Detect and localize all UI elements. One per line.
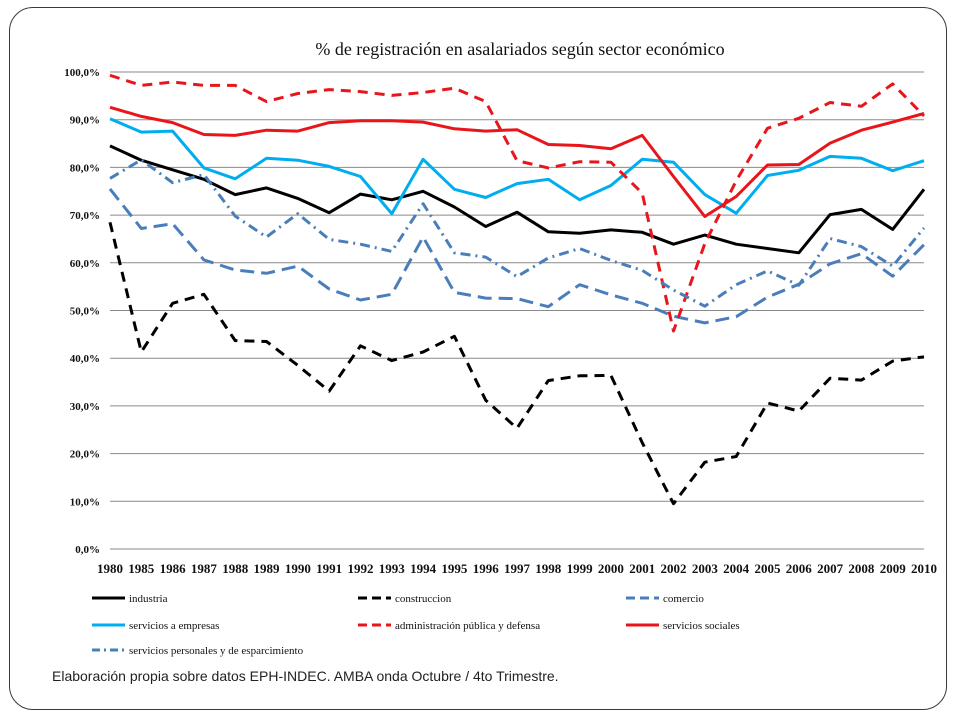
x-tick-label: 1995 [441,561,468,576]
series-lines [108,73,926,506]
y-tick-label: 0,0% [75,544,100,556]
legend-label: industria [129,593,168,605]
chart-title: % de registración en asalariados según s… [315,39,724,59]
y-tick-label: 60,0% [70,258,100,270]
series-line-servicios-personales-y-de-esparcimiento [109,158,926,308]
legend-label: servicios sociales [663,620,740,632]
series-line-construccion [108,221,925,506]
x-tick-label: 1994 [410,561,437,576]
y-tick-label: 50,0% [70,306,100,318]
legend-label: servicios personales y de esparcimiento [129,645,304,657]
series-line-administración-pública-y-defensa [109,73,926,333]
y-tick-label: 10,0% [70,496,100,508]
x-tick-label: 1988 [222,561,249,576]
y-tick-label: 70,0% [70,210,100,222]
slide-frame [9,7,947,710]
x-tick-label: 2000 [598,561,624,576]
y-tick-label: 20,0% [70,449,100,461]
x-tick-label: 1993 [379,561,406,576]
x-tick-label: 1991 [316,561,342,576]
source-note: Elaboración propia sobre datos EPH-INDEC… [52,668,559,684]
series-line-comercio [108,187,926,325]
x-tick-label: 2005 [754,561,781,576]
x-tick-label: 2002 [661,561,687,576]
gridlines [110,71,924,550]
x-axis-ticks: 1980 1985 1986 1987 1988 1989 1990 1991 1992 1993… [97,561,937,576]
x-tick-label: 1987 [191,561,218,576]
y-tick-label: 100,0% [64,67,100,79]
x-tick-label: 1992 [347,561,373,576]
legend-label: construccion [395,593,452,605]
x-tick-label: 2006 [786,561,813,576]
series-line-servicios-a-empresas [109,117,925,216]
x-tick-label: 1998 [535,561,562,576]
legend: industria construccion comercio servicios a… [92,593,740,657]
x-tick-label: 1985 [128,561,155,576]
x-tick-label: 2001 [629,561,655,576]
x-tick-label: 1990 [285,561,311,576]
x-tick-label: 1986 [160,561,187,576]
y-axis-ticks: 0,0% 10,0% 20,0% 30,0% 40,0% 50,0% 60,0% 70,0% 8… [64,67,100,556]
x-tick-label: 2010 [911,561,937,576]
y-tick-label: 90,0% [70,115,100,127]
legend-label: comercio [663,593,704,605]
series-line-servicios-sociales [109,105,925,218]
x-tick-label: 1980 [97,561,123,576]
series-line-industria [109,144,926,255]
x-tick-label: 1996 [473,561,500,576]
x-tick-label: 2003 [692,561,719,576]
y-tick-label: 40,0% [70,353,100,365]
x-tick-label: 2004 [723,561,750,576]
x-tick-label: 2007 [817,561,844,576]
x-tick-label: 2009 [880,561,907,576]
legend-label: servicios a empresas [129,620,219,632]
x-tick-label: 1999 [567,561,594,576]
x-tick-label: 1997 [504,561,531,576]
x-tick-label: 1989 [254,561,281,576]
legend-label: administración pública y defensa [395,620,540,632]
y-tick-label: 30,0% [70,401,100,413]
y-tick-label: 80,0% [70,162,100,174]
x-tick-label: 2008 [848,561,875,576]
